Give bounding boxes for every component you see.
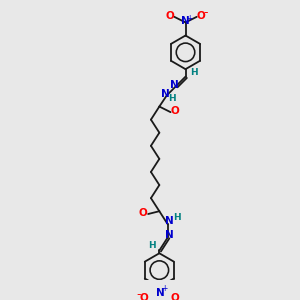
- Text: +: +: [186, 14, 192, 23]
- Text: H: H: [190, 68, 198, 77]
- Text: -: -: [136, 288, 141, 300]
- Text: H: H: [169, 94, 176, 103]
- Text: H: H: [148, 241, 156, 250]
- Text: O: O: [196, 11, 205, 21]
- Text: H: H: [173, 213, 181, 222]
- Text: +: +: [161, 284, 167, 293]
- Text: O: O: [139, 293, 148, 300]
- Text: N: N: [165, 217, 174, 226]
- Text: N: N: [156, 287, 165, 298]
- Text: -: -: [203, 6, 207, 19]
- Text: O: O: [171, 293, 180, 300]
- Text: N: N: [170, 80, 179, 90]
- Text: O: O: [165, 11, 174, 21]
- Text: N: N: [160, 89, 169, 99]
- Text: O: O: [138, 208, 147, 218]
- Text: N: N: [181, 16, 190, 26]
- Text: O: O: [171, 106, 180, 116]
- Text: N: N: [165, 230, 174, 240]
